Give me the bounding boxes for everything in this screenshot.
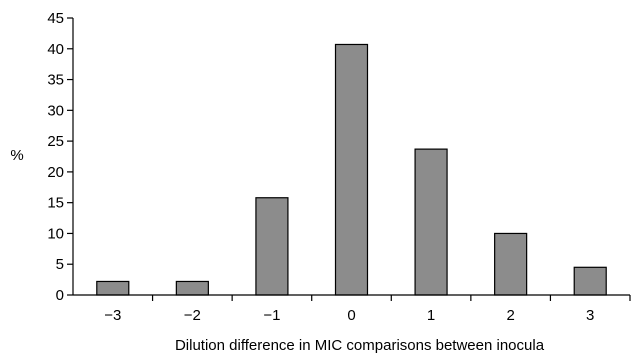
bars-layer	[96, 43, 607, 296]
y-tick-label: 35	[47, 72, 64, 89]
y-tick-label: 30	[47, 102, 64, 119]
x-tick-label: 2	[506, 307, 514, 324]
x-tick-label: −2	[184, 307, 201, 324]
axes-layer	[72, 18, 630, 296]
y-tick-label: 20	[47, 164, 64, 181]
bar	[334, 43, 369, 296]
bar	[175, 280, 209, 296]
x-tick-label: 3	[586, 307, 594, 324]
y-tick-label: 15	[47, 195, 64, 212]
y-tick-label: 40	[47, 41, 64, 58]
y-ticks: 0 5 10 15 20 25 30 35 40 45	[47, 10, 73, 304]
y-tick-label: 25	[47, 133, 64, 150]
bar	[255, 197, 289, 296]
x-axis-label: Dilution difference in MIC comparisons b…	[175, 337, 545, 354]
bar	[573, 266, 607, 296]
y-tick-label: 10	[47, 225, 64, 242]
y-tick-label: 5	[56, 256, 64, 273]
y-tick-label: 45	[47, 10, 64, 27]
bar	[494, 232, 528, 296]
y-tick-label: 0	[56, 287, 64, 304]
x-tick-label: −3	[104, 307, 121, 324]
x-tick-label: 1	[427, 307, 435, 324]
x-tick-label: 0	[347, 307, 355, 324]
bar	[414, 148, 448, 296]
x-tick-label: −1	[263, 307, 280, 324]
x-ticks: −3 −2 −1 0 1 2 3	[104, 295, 631, 324]
y-axis-label: %	[10, 147, 23, 164]
bar	[96, 280, 130, 296]
